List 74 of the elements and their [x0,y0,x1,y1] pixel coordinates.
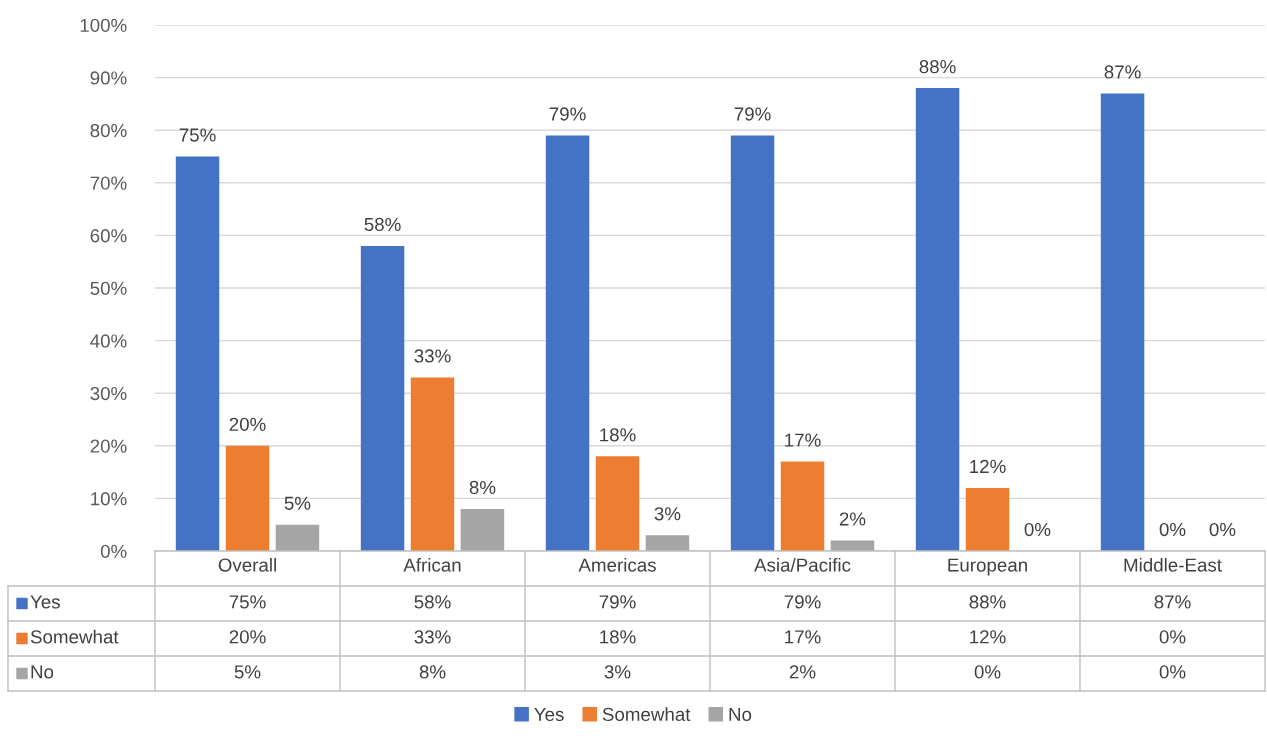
bar [830,540,875,551]
y-tick-label: 30% [90,386,127,401]
text: 12% [970,459,1006,473]
bar [225,445,270,551]
bar [595,456,640,551]
text: 79% [549,107,586,121]
data-label: 3% [604,665,631,679]
data-label: 87% [1154,595,1191,609]
data-label: 20% [229,630,266,644]
y-tick-label: 20% [90,439,127,453]
bar [410,377,455,551]
text: 75% [179,128,216,142]
legend-label: Yes [30,595,60,609]
data-label: 17% [785,630,821,644]
y-tick-label: 0% [100,544,127,558]
x-tick-label: Middle-East [1124,557,1222,572]
y-tick-label: 60% [90,229,127,243]
text: 87% [1104,65,1141,79]
x-tick-label: European [948,558,1027,576]
bar [175,156,220,551]
data-label: 58% [414,595,451,609]
data-label: 33% [414,630,451,644]
text: 17% [785,433,821,447]
x-tick-label: Asia/Pacific [754,557,851,572]
data-label: 0% [974,665,1001,679]
bar [780,461,825,551]
text: Yes [534,707,564,722]
text: 0% [1209,522,1236,537]
data-label: 88% [969,595,1006,609]
data-label: 18% [600,630,636,644]
text: 2% [839,512,866,526]
data-label: 79% [599,595,636,609]
legend-label: No [729,707,752,722]
text: 79% [734,107,771,121]
bar [645,535,690,551]
text: 8% [469,480,496,495]
y-tick-label: 100% [80,18,127,32]
legend-label: Somewhat [30,629,119,644]
text: No [31,665,54,679]
text: 33% [414,349,451,363]
text: 88% [919,60,956,74]
x-tick-label: Overall [218,557,276,572]
y-tick-label: 10% [91,492,127,506]
y-tick-label: 90% [90,71,127,85]
bar [545,135,590,551]
data-label: 75% [229,595,266,609]
bar [915,88,960,551]
x-tick-label: Americas [578,557,656,572]
y-tick-label: 70% [90,176,127,190]
text: 0% [1159,522,1186,537]
data-label: 2% [789,665,816,679]
data-label: 79% [784,595,821,609]
text: 5% [284,496,311,510]
y-tick-label: 50% [90,281,127,295]
bar [360,245,405,551]
bar [965,487,1010,551]
text: 18% [600,428,636,442]
bar [460,508,505,551]
data-label: 5% [234,665,261,679]
text: Somewhat [602,707,691,722]
text: 58% [364,217,401,232]
text: 20% [229,417,266,431]
data-label: 12% [970,630,1006,644]
bar [730,135,775,551]
data-label: 0% [1159,630,1186,644]
bar [1100,93,1145,551]
x-tick-label: African [403,557,461,572]
data-label: 0% [1159,665,1186,679]
y-tick-label: 40% [90,334,127,348]
text: 0% [1024,522,1051,537]
bar [275,524,320,551]
text: 3% [654,507,681,521]
y-tick-label: 80% [90,123,127,138]
data-label: 8% [419,665,446,679]
